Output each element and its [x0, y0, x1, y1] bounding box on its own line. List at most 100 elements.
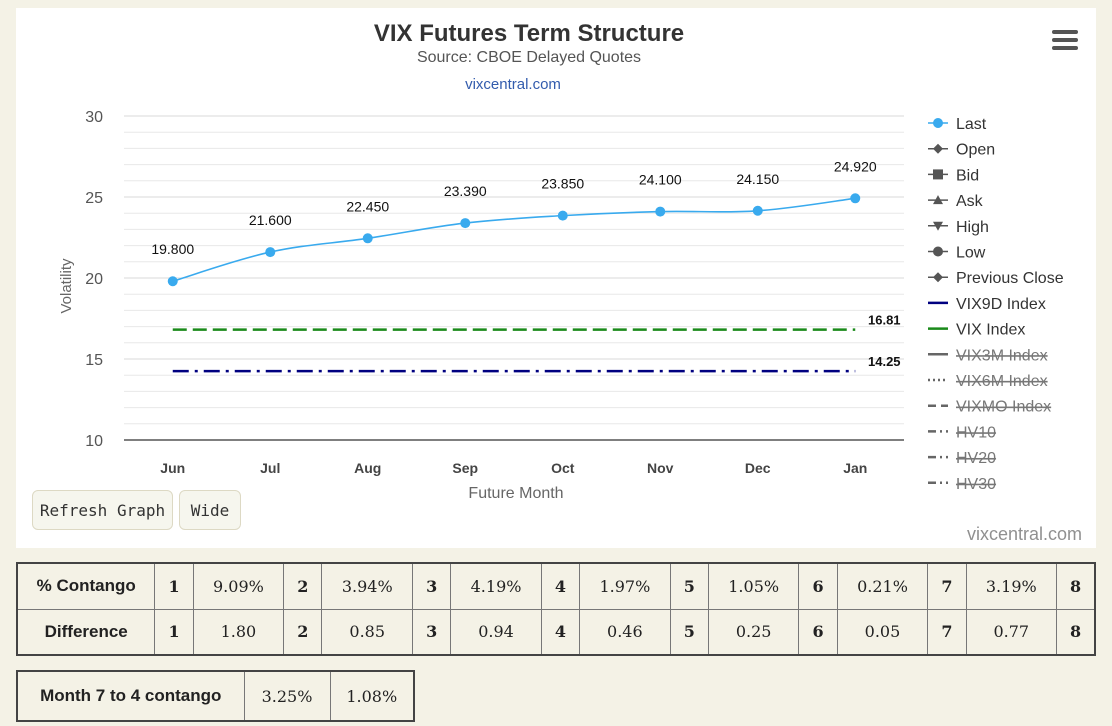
chart-title: VIX Futures Term Structure [374, 20, 684, 47]
value-cell: 1.97% [579, 562, 671, 610]
legend-symbol-marker [933, 272, 943, 283]
legend-symbol-marker [933, 221, 943, 231]
value-cell: 0.46 [579, 608, 671, 656]
month-index-cell: 6 [798, 562, 838, 610]
legend-symbol-marker [933, 118, 943, 128]
x-axis-label: Future Month [468, 485, 563, 502]
month-contango-value-1: 3.25% [243, 670, 331, 722]
month-index-cell: 8 [1056, 608, 1096, 656]
month-index-cell: 5 [669, 562, 709, 610]
source-link[interactable]: vixcentral.com [465, 76, 561, 93]
month-index-cell: 4 [540, 608, 581, 656]
month-index-cell: 3 [412, 562, 452, 610]
legend-item[interactable]: VIX Index [956, 322, 1025, 339]
contango-table: % Contango 1 9.09% 2 3.94% 3 4.19% 4 1.97% 5 1.05%… [16, 562, 1096, 656]
reference-line-label: 14.25 [868, 354, 901, 369]
row-label: % Contango [16, 562, 156, 610]
x-tick-label: Sep [452, 460, 478, 476]
legend-item[interactable]: Bid [956, 167, 979, 184]
value-cell: 3.19% [965, 562, 1058, 610]
data-label: 23.390 [444, 183, 487, 199]
month-index-cell: 8 [1056, 562, 1096, 610]
legend-item[interactable]: Previous Close [956, 270, 1064, 287]
value-cell: 0.21% [836, 562, 929, 610]
value-cell: 0.25 [707, 608, 800, 656]
month-index-cell: 2 [283, 562, 323, 610]
y-tick-label: 30 [85, 109, 103, 126]
legend-item[interactable]: Last [956, 116, 987, 133]
legend-item[interactable]: HV20 [956, 450, 996, 467]
x-tick-label: Jan [843, 460, 867, 476]
x-tick-label: Nov [647, 460, 674, 476]
month-contango-table: Month 7 to 4 contango 3.25% 1.08% [16, 670, 415, 722]
reference-line-label: 16.81 [868, 313, 901, 328]
y-tick-label: 20 [85, 271, 103, 288]
x-tick-label: Jul [260, 460, 280, 476]
legend-item[interactable]: VIX3M Index [956, 347, 1048, 364]
data-point[interactable] [655, 206, 666, 217]
x-tick-label: Dec [745, 460, 771, 476]
data-label: 21.600 [249, 212, 292, 228]
month-index-cell: 1 [154, 562, 194, 610]
month-index-cell: 5 [669, 608, 709, 656]
month-index-cell: 4 [540, 562, 581, 610]
legend-item[interactable]: Low [956, 245, 986, 262]
value-cell: 1.80 [192, 608, 285, 656]
value-cell: 0.77 [965, 608, 1058, 656]
chart-menu-icon[interactable] [1052, 30, 1078, 52]
x-tick-label: Oct [551, 460, 575, 476]
term-structure-chart: VIX Futures Term Structure Source: CBOE D… [58, 20, 1064, 502]
chart-card: VIX Futures Term Structure Source: CBOE D… [16, 8, 1096, 548]
value-cell: 0.85 [321, 608, 414, 656]
value-cell: 0.05 [836, 608, 929, 656]
table-row: % Contango 1 9.09% 2 3.94% 3 4.19% 4 1.97% 5 1.05%… [16, 562, 1096, 610]
chart-credit: vixcentral.com [966, 524, 1082, 544]
month-index-cell: 1 [154, 608, 194, 656]
legend-item[interactable]: HV30 [956, 476, 996, 493]
table-row: Month 7 to 4 contango 3.25% 1.08% [16, 670, 415, 722]
legend-item[interactable]: Open [956, 142, 995, 159]
y-tick-label: 15 [85, 352, 103, 369]
month-index-cell: 7 [927, 562, 967, 610]
y-tick-label: 25 [85, 190, 103, 207]
month-index-cell: 7 [927, 608, 967, 656]
data-point[interactable] [265, 247, 276, 258]
value-cell: 9.09% [192, 562, 285, 610]
data-point[interactable] [752, 205, 763, 216]
data-label: 19.800 [151, 241, 194, 257]
month-contango-value-2: 1.08% [329, 670, 415, 722]
x-tick-label: Aug [354, 460, 381, 476]
y-tick-label: 10 [85, 433, 103, 450]
month-index-cell: 3 [412, 608, 452, 656]
data-label: 24.150 [736, 171, 779, 187]
legend-item[interactable]: VIX9D Index [956, 296, 1046, 313]
value-cell: 1.05% [707, 562, 800, 610]
legend-symbol-marker [933, 169, 943, 180]
data-label: 24.100 [639, 172, 682, 188]
data-point[interactable] [850, 193, 861, 204]
wide-button[interactable]: Wide [179, 490, 241, 530]
legend-symbol-marker [933, 143, 943, 154]
data-label: 22.450 [346, 198, 389, 214]
month-index-cell: 6 [798, 608, 838, 656]
legend-item[interactable]: VIXMO Index [956, 399, 1051, 416]
legend-symbol-marker [933, 246, 943, 257]
legend-symbol-marker [933, 195, 943, 205]
legend-item[interactable]: HV10 [956, 424, 996, 441]
data-point[interactable] [460, 218, 471, 229]
legend-item[interactable]: VIX6M Index [956, 373, 1048, 390]
data-point[interactable] [557, 210, 568, 221]
value-cell: 4.19% [450, 562, 542, 610]
data-point[interactable] [167, 276, 178, 287]
row-label: Difference [16, 608, 156, 656]
refresh-graph-button[interactable]: Refresh Graph [32, 490, 173, 530]
month-index-cell: 2 [283, 608, 323, 656]
data-point[interactable] [362, 233, 373, 244]
y-axis-label: Volatility [58, 258, 75, 314]
chart-subtitle: Source: CBOE Delayed Quotes [417, 49, 641, 66]
data-label: 24.920 [834, 158, 877, 174]
legend-item[interactable]: High [956, 219, 989, 236]
legend-item[interactable]: Ask [956, 193, 984, 210]
x-tick-label: Jun [160, 460, 185, 476]
value-cell: 3.94% [321, 562, 414, 610]
